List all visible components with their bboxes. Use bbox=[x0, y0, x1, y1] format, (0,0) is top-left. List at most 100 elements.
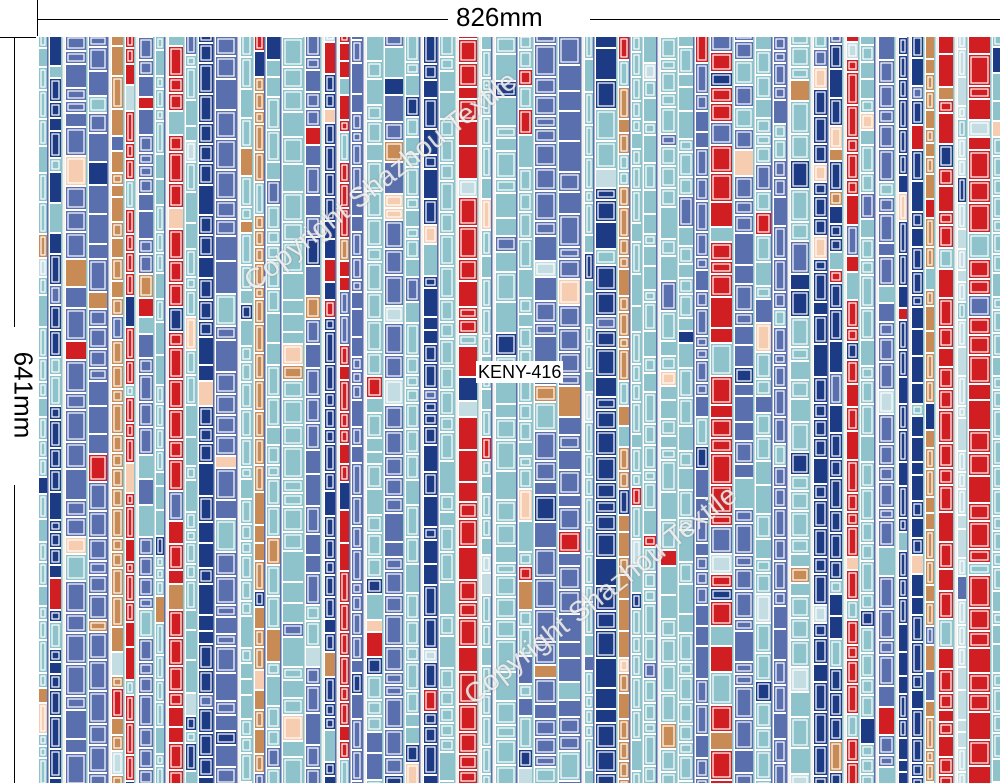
stripe-tile-outline bbox=[341, 185, 348, 206]
stripe-tile bbox=[711, 602, 732, 625]
stripe-tile-outline bbox=[127, 682, 133, 693]
stripe-tile-outline bbox=[170, 546, 182, 568]
stripe-tile bbox=[169, 667, 183, 691]
stripe-tile-outline bbox=[200, 429, 212, 441]
stripe-tile-outline bbox=[127, 161, 133, 178]
stripe-tile-outline bbox=[736, 178, 752, 198]
stripe-tile bbox=[156, 386, 164, 403]
stripe-tile-outline bbox=[815, 559, 826, 572]
stripe-tile-outline bbox=[862, 563, 873, 591]
stripe-tile bbox=[735, 108, 753, 128]
stripe-tile-outline bbox=[712, 54, 731, 70]
stripe-tile-outline bbox=[353, 42, 361, 61]
stripe-tile bbox=[39, 587, 47, 605]
stripe-tile bbox=[267, 466, 280, 477]
stripe-tile bbox=[814, 558, 827, 573]
stripe-tile bbox=[711, 298, 732, 327]
stripe-tile bbox=[306, 128, 320, 144]
stripe-tile bbox=[899, 130, 907, 153]
stripe-tile bbox=[711, 733, 732, 749]
stripe-tile-outline bbox=[307, 37, 319, 55]
stripe-tile-outline bbox=[792, 569, 808, 581]
stripe-tile bbox=[126, 756, 134, 780]
stripe-tile bbox=[440, 58, 454, 70]
stripe-tile bbox=[939, 226, 953, 247]
stripe-tile bbox=[535, 278, 556, 300]
stripe-tile bbox=[661, 567, 676, 594]
stripe-tile bbox=[939, 776, 953, 783]
stripe-tile-outline bbox=[407, 539, 418, 562]
stripe-tile bbox=[216, 201, 236, 218]
stripe-tile bbox=[993, 334, 1000, 356]
stripe-tile bbox=[39, 37, 47, 47]
stripe-tile bbox=[632, 120, 641, 132]
stripe-tile bbox=[830, 127, 842, 148]
stripe-tile-outline bbox=[217, 437, 235, 454]
stripe-tile-outline bbox=[927, 532, 933, 558]
stripe-tile bbox=[216, 416, 236, 434]
stripe-tile-outline bbox=[712, 487, 731, 512]
stripe-tile bbox=[424, 713, 437, 725]
stripe-tile bbox=[879, 125, 894, 148]
stripe-tile-outline bbox=[757, 77, 770, 97]
stripe-tile bbox=[519, 328, 532, 348]
stripe-tile-outline bbox=[940, 214, 952, 223]
stripe-tile bbox=[482, 519, 491, 537]
stripe-tile bbox=[559, 643, 580, 657]
stripe-tile-outline bbox=[775, 687, 785, 711]
stripe-tile-outline bbox=[256, 184, 263, 213]
stripe-tile bbox=[169, 348, 183, 378]
stripe-tile bbox=[199, 695, 213, 707]
stripe-tile bbox=[459, 483, 477, 501]
stripe-separator bbox=[491, 37, 493, 783]
stripe-tile bbox=[112, 186, 123, 196]
stripe-tile bbox=[156, 110, 164, 120]
stripe-tile-outline bbox=[90, 747, 106, 771]
stripe-tile-outline bbox=[680, 280, 692, 292]
stripe-tile-outline bbox=[497, 238, 515, 250]
stripe-tile bbox=[679, 332, 693, 342]
stripe-tile-outline bbox=[536, 145, 555, 165]
stripe-tile bbox=[661, 639, 676, 663]
stripe-tile bbox=[519, 422, 532, 441]
stripe-tile-outline bbox=[187, 514, 195, 528]
stripe-tile-outline bbox=[483, 94, 490, 114]
stripe-tile-outline bbox=[560, 38, 579, 63]
stripe-tile-outline bbox=[51, 751, 60, 776]
stripe-tile-outline bbox=[662, 450, 675, 458]
stripe-tile bbox=[958, 749, 966, 771]
stripe-tile bbox=[585, 478, 593, 496]
stripe-tile-outline bbox=[633, 475, 640, 485]
stripe-tile bbox=[596, 587, 616, 610]
stripe-tile bbox=[66, 634, 86, 663]
stripe-tile bbox=[993, 197, 1000, 218]
stripe-tile bbox=[89, 774, 107, 783]
stripe-tile bbox=[791, 242, 809, 273]
stripe-tile-outline bbox=[757, 148, 770, 162]
stripe-tile bbox=[406, 97, 419, 116]
stripe-tile bbox=[969, 181, 990, 202]
stripe-tile bbox=[735, 423, 753, 440]
stripe-tile bbox=[367, 676, 382, 699]
stripe-tile-outline bbox=[284, 669, 302, 678]
stripe-tile bbox=[459, 619, 477, 646]
stripe-tile-outline bbox=[848, 686, 857, 712]
stripe-tile bbox=[791, 381, 809, 398]
stripe-tile bbox=[847, 154, 858, 179]
stripe-tile-outline bbox=[326, 394, 334, 406]
stripe-tile bbox=[535, 496, 556, 521]
stripe-tile bbox=[535, 386, 556, 401]
stripe-tile-outline bbox=[831, 641, 841, 666]
stripe-tile bbox=[774, 389, 786, 416]
stripe-tile bbox=[325, 731, 335, 761]
stripe-tile bbox=[112, 299, 123, 315]
stripe-tile-outline bbox=[386, 381, 402, 403]
stripe-tile-outline bbox=[256, 249, 263, 261]
stripe-tile bbox=[66, 740, 86, 752]
stripe-tile-outline bbox=[40, 760, 46, 783]
stripe-tile bbox=[496, 547, 516, 562]
stripe-tile-outline bbox=[460, 336, 476, 344]
stripe-separator bbox=[580, 37, 582, 783]
stripe-tile-outline bbox=[187, 745, 195, 769]
stripe-tile-outline bbox=[815, 91, 826, 114]
